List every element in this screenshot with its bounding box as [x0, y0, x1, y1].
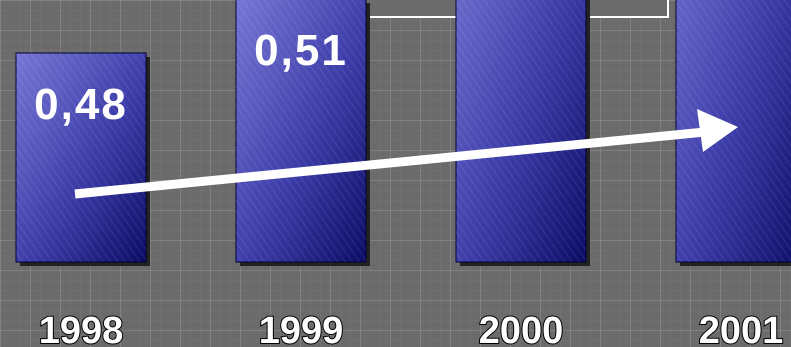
- bar-texture-2000: [456, 0, 586, 262]
- tick-label-1998: 1998: [39, 310, 124, 347]
- tick-label-2001: 2001: [699, 310, 784, 347]
- trend-arrow-head: [697, 109, 738, 152]
- trend-arrow: [74, 109, 738, 199]
- bar-texture-1999: [236, 0, 366, 262]
- tick-label-1999: 1999: [259, 310, 344, 347]
- trend-arrow-shaft: [74, 127, 706, 199]
- bars-layer: 0,480,510,560,59: [15, 0, 791, 266]
- data-label-1999: 0,51: [254, 26, 348, 75]
- data-label-1998: 0,48: [34, 80, 128, 129]
- tick-label-2000: 2000: [479, 310, 564, 347]
- bar-texture-1998: [16, 53, 146, 262]
- x-axis-ticks: 1998 1999 2000 2001: [38, 309, 785, 347]
